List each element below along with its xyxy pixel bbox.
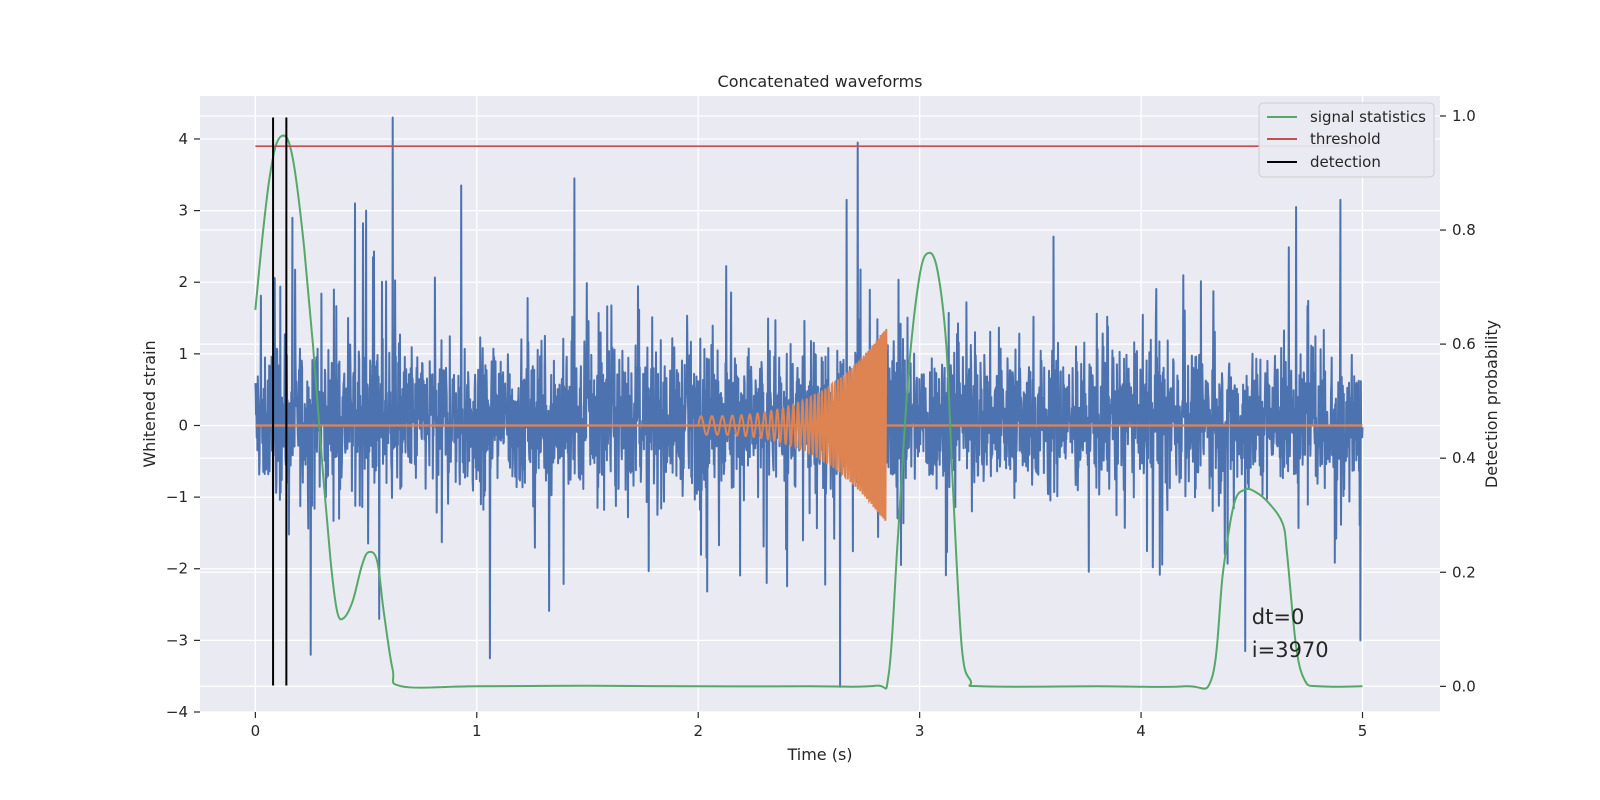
- legend-label-threshold: threshold: [1310, 130, 1381, 148]
- x-tick-label-4: 4: [1136, 722, 1146, 740]
- annotation-1: i=3970: [1252, 638, 1329, 662]
- y-axis-label: Whitened strain: [140, 340, 159, 467]
- annotation-0: dt=0: [1252, 605, 1305, 629]
- x-axis: 0 1 2 3 4 5: [251, 712, 1368, 740]
- y-tick-label-0: −4: [166, 703, 188, 721]
- x-axis-label: Time (s): [786, 745, 852, 764]
- chart-title: Concatenated waveforms: [718, 72, 923, 91]
- series-detection: [272, 117, 288, 686]
- x-tick-label-2: 2: [693, 722, 703, 740]
- y-tick-label-8: 4: [178, 130, 188, 148]
- series-noise: [254, 116, 1364, 688]
- y2-tick-label-4: 0.8: [1452, 221, 1476, 239]
- series-signal-statistics: [254, 134, 1363, 690]
- y-tick-label-4: 0: [178, 416, 188, 434]
- legend-box: [1258, 102, 1435, 178]
- y-tick-label-7: 3: [178, 202, 188, 220]
- y-tick-label-6: 2: [178, 273, 188, 291]
- y-tick-label-2: −2: [166, 560, 188, 578]
- x-tick-label-5: 5: [1358, 722, 1368, 740]
- y2-tick-label-5: 1.0: [1452, 107, 1476, 125]
- legend: signal statistics threshold detection: [1258, 102, 1435, 178]
- y2-axis-label: Detection probability: [1482, 320, 1501, 488]
- y-tick-label-5: 1: [178, 345, 188, 363]
- plot-area: [254, 116, 1364, 690]
- legend-label-signal-statistics: signal statistics: [1310, 108, 1426, 126]
- y2-tick-label-0: 0.0: [1452, 677, 1476, 695]
- y2-tick-label-3: 0.6: [1452, 335, 1476, 353]
- right-axis: 0.0 0.2 0.4 0.6 0.8 1.0: [1440, 107, 1476, 695]
- y2-tick-label-1: 0.2: [1452, 563, 1476, 581]
- x-tick-label-1: 1: [472, 722, 482, 740]
- legend-label-detection: detection: [1310, 153, 1381, 171]
- y-tick-label-1: −3: [166, 631, 188, 649]
- x-tick-label-3: 3: [915, 722, 925, 740]
- annotations: dt=0 i=3970: [1252, 605, 1329, 662]
- x-tick-label-0: 0: [251, 722, 261, 740]
- y2-tick-label-2: 0.4: [1452, 449, 1476, 467]
- left-axis: −4 −3 −2 −1 0 1 2 3 4: [166, 130, 200, 721]
- y-tick-label-3: −1: [166, 488, 188, 506]
- series-chirp: [697, 328, 888, 521]
